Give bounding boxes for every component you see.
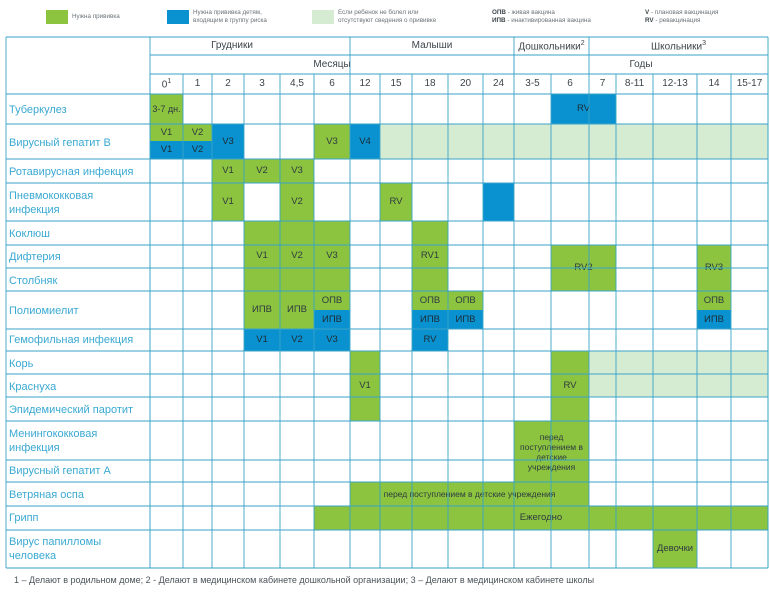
cell-rota-v2: V2 xyxy=(244,159,280,183)
cell-hb-v3-2m: V3 xyxy=(212,124,244,159)
row-label: Коклюш xyxy=(9,228,50,240)
footnote: 1 – Делают в родильном доме; 2 - Делают … xyxy=(14,575,595,585)
row-label: Корь xyxy=(9,358,34,370)
row-label: Вирусный гепатит А xyxy=(9,465,111,477)
cell-polio-ipv-45: ИПВ xyxy=(280,291,314,329)
cell-pn-v1: V1 xyxy=(212,183,244,221)
cell-tb-rv: RV xyxy=(551,94,616,124)
row-label: Вирус папилломы человека xyxy=(9,536,102,562)
column-header: 1 xyxy=(194,78,201,89)
cell-polio-ipv-18: ИПВ xyxy=(412,310,448,329)
cell-hib-v3: V3 xyxy=(314,329,350,351)
cell-flu: Ежегодно xyxy=(314,506,768,530)
cell-dtp-v1: V1 xyxy=(244,221,280,291)
column-header: 3 xyxy=(259,78,265,89)
unit-months: Месяцы xyxy=(313,59,351,70)
cell-pn-rv: RV xyxy=(380,183,412,221)
column-header: 15 xyxy=(390,78,402,89)
row-label: Эпидемический паротит xyxy=(9,404,134,416)
row-label: Грипп xyxy=(9,512,39,524)
legend-abbreviations-vaccination: V - плановая вакцинация RV - ревакцинаци… xyxy=(645,9,719,24)
cell-rota-v1: V1 xyxy=(212,159,244,183)
cell-polio-opv-20: ОПВ xyxy=(448,291,483,310)
cell-pn-v2: V2 xyxy=(280,183,314,221)
column-header: 7 xyxy=(599,78,606,89)
row-label: Ротавирусная инфекция xyxy=(9,166,134,178)
cell-hib-v1: V1 xyxy=(244,329,280,351)
row-label: Столбняк xyxy=(9,275,58,287)
legend-label-blue: Нужна прививка детям, входящим в группу р… xyxy=(193,9,267,24)
cell-hb-catchup xyxy=(380,124,768,159)
cell-hib-rv: RV xyxy=(412,329,448,351)
cell-polio-opv-6: ОПВ xyxy=(314,291,350,310)
cell-hpv: Девочки xyxy=(653,530,697,568)
cell-hb-v3-6m: V3 xyxy=(314,124,350,159)
row-label: Пневмококковая инфекция xyxy=(9,190,94,216)
column-header: 12 xyxy=(359,78,371,89)
cell-hb-v2-blue: V2 xyxy=(183,141,212,159)
row-label: Вирусный гепатит В xyxy=(9,137,111,149)
row-label: Гемофильная инфекция xyxy=(9,334,134,346)
cell-hb-v4: V4 xyxy=(350,124,380,159)
cell-polio-ipv-20: ИПВ xyxy=(448,310,483,329)
legend-label-green: Нужна прививка xyxy=(72,13,120,20)
column-header: 14 xyxy=(708,78,720,89)
cell-dtp-rv1: RV1 xyxy=(412,221,448,291)
group-school: Школьники3 xyxy=(650,40,706,53)
column-header: 20 xyxy=(459,78,472,89)
column-header: 01 xyxy=(161,78,172,91)
row-label: Менингококковая инфекция xyxy=(9,428,98,454)
cell-polio-ipv-6: ИПВ xyxy=(314,310,350,329)
cell-dtp-v3: V3 xyxy=(314,221,350,291)
group-preschool: Дошкольники2 xyxy=(518,40,585,53)
row-label: Полиомиелит xyxy=(9,305,79,317)
cell-mmr-v1: V1 xyxy=(350,351,380,421)
cell-polio-ipv-3: ИПВ xyxy=(244,291,280,329)
cell-pn-risk xyxy=(483,183,514,221)
column-header: 2 xyxy=(225,78,231,89)
cell-polio-ipv-14: ИПВ xyxy=(697,310,731,329)
legend-label-light-green: Если ребенок не болел или отсутствуют све… xyxy=(338,9,437,24)
column-header: 12-13 xyxy=(662,78,688,89)
group-infants: Грудники xyxy=(211,40,253,51)
legend-swatch-green xyxy=(46,10,68,24)
cell-mening: перед поступлением в детские учреждения xyxy=(514,421,589,482)
legend-swatch-blue xyxy=(167,10,189,24)
column-header: 15-17 xyxy=(736,78,763,89)
group-toddlers: Малыши xyxy=(411,40,453,51)
unit-years: Годы xyxy=(629,59,653,70)
row-label: Ветряная оспа xyxy=(9,489,84,501)
cell-hb-v2-green: V2 xyxy=(183,124,212,141)
legend-abbreviations-polio: ОПВ - живая вакцина ИПВ - инактивированн… xyxy=(492,9,591,24)
column-header: 18 xyxy=(424,78,436,89)
column-header: 6 xyxy=(329,78,335,89)
cell-dtp-v2: V2 xyxy=(280,221,314,291)
row-label: Туберкулез xyxy=(9,104,67,116)
row-label: Дифтерия xyxy=(9,251,61,263)
cell-mmr-rv: RV xyxy=(551,351,589,421)
cell-hib-v2: V2 xyxy=(280,329,314,351)
column-header: 4,5 xyxy=(290,78,304,89)
cell-tb-birth: 3-7 дн. xyxy=(150,94,183,124)
cell-polio-opv-14: ОПВ xyxy=(697,291,731,310)
cell-varicella: перед поступлением в детские учреждения xyxy=(350,482,589,506)
column-header: 3-5 xyxy=(525,78,540,89)
legend-swatch-light-green xyxy=(312,10,334,24)
column-header: 24 xyxy=(492,78,505,89)
column-header: 6 xyxy=(567,78,573,89)
cell-hb-v1-green: V1 xyxy=(150,124,183,141)
cell-hb-v1-blue: V1 xyxy=(150,141,183,159)
cell-rota-v3: V3 xyxy=(280,159,314,183)
column-header: 8-11 xyxy=(624,78,645,89)
cell-polio-opv-18: ОПВ xyxy=(412,291,448,310)
row-label: Краснуха xyxy=(9,381,57,393)
